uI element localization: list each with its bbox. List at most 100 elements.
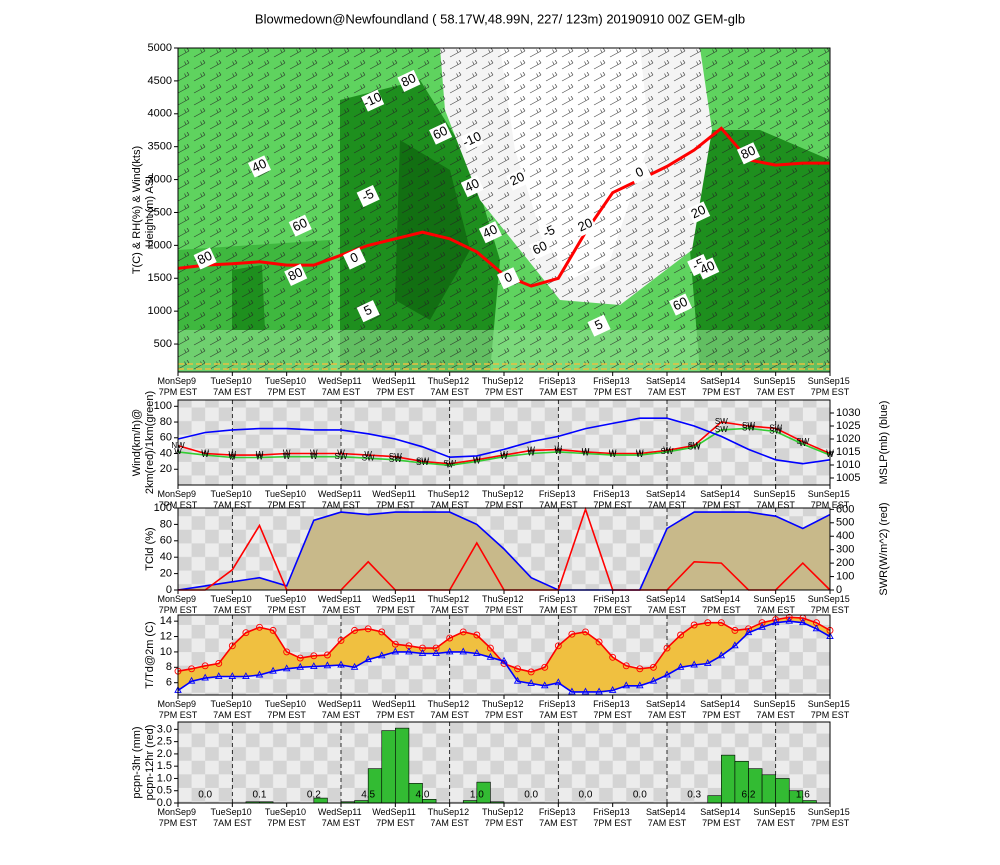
line <box>177 417 831 465</box>
point <box>337 660 345 668</box>
contour-label-box <box>587 314 611 337</box>
direction-label: W <box>500 452 508 461</box>
x-tick-label: SatSep14 7PM EST <box>700 489 742 510</box>
y-tick-label: 40 <box>160 447 172 459</box>
contour-label-box <box>573 214 598 237</box>
point <box>622 681 631 689</box>
point <box>568 687 576 695</box>
x-tick-label: WedSep11 7AM EST <box>318 489 364 510</box>
x-tick-label: SunSep15 7AM EST <box>753 376 798 397</box>
y-tick-label: 20 <box>160 463 172 475</box>
line <box>177 511 831 591</box>
y-tick-label: 2000 <box>148 239 172 251</box>
direction-label: SW <box>443 459 456 468</box>
x-tick-label: TueSep10 7PM EST <box>265 807 309 828</box>
y-tick-label: 3500 <box>148 141 172 153</box>
x-tick-label: SunSep15 7AM EST <box>753 699 798 720</box>
point <box>541 663 549 671</box>
contour-label: 20 <box>575 215 594 235</box>
direction-label: SW <box>742 423 755 432</box>
x-tick-label: WedSep11 7AM EST <box>318 594 364 615</box>
plot-background <box>178 400 830 485</box>
pcpn-12hr-label: 0.0 <box>524 790 538 801</box>
point <box>214 672 223 679</box>
x-tick-label: SunSep15 7PM EST <box>808 594 853 615</box>
y-tick-label: 12 <box>160 630 172 642</box>
direction-label: SW <box>688 441 701 450</box>
x-tick-label: ThuSep12 7AM EST <box>428 699 472 720</box>
point <box>717 651 726 659</box>
line <box>177 427 831 467</box>
y-tick-label: 60 <box>160 432 172 444</box>
direction-label: W <box>555 445 563 454</box>
y-axis-label: Wind(km/h)@ <box>131 409 143 476</box>
x-tick-label: MonSep9 7PM EST <box>157 376 198 397</box>
direction-label: SW <box>335 452 348 461</box>
x-tick-label: WedSep11 7PM EST <box>372 699 418 720</box>
x-tick-label: MonSep9 7PM EST <box>157 699 198 720</box>
point <box>350 662 359 670</box>
y-tick-label: 4000 <box>148 108 172 120</box>
y-tick-label: 5000 <box>148 42 172 54</box>
y2-tick-label: 1030 <box>836 407 860 419</box>
y-tick-label: 1.0 <box>157 772 172 784</box>
contour-label-box <box>506 168 530 191</box>
contour-label-box <box>356 300 380 323</box>
y2-tick-label: 1020 <box>836 433 860 445</box>
contour-label: 20 <box>507 169 526 189</box>
direction-label: SW <box>796 437 809 446</box>
point <box>296 662 305 670</box>
y-tick-label: 6 <box>166 677 172 689</box>
x-tick-label: ThuSep12 7AM EST <box>428 807 472 828</box>
plot-frame <box>177 399 831 486</box>
point <box>527 668 535 676</box>
plot-frame <box>177 47 831 373</box>
point <box>364 625 372 633</box>
x-tick-label: SunSep15 7PM EST <box>808 807 853 828</box>
x-tick-label: WedSep11 7AM EST <box>318 376 364 397</box>
point <box>228 642 236 650</box>
x-tick-label: SunSep15 7AM EST <box>753 807 798 828</box>
contour-label: -10 <box>361 89 384 111</box>
direction-label: SW <box>661 447 674 456</box>
pcpn-12hr-label: 0.0 <box>633 790 647 801</box>
x-tick-label: SatSep14 7AM EST <box>646 489 688 510</box>
direction-label: W <box>310 449 318 458</box>
x-tick-label: SunSep15 7PM EST <box>808 699 853 720</box>
x-tick-label: SatSep14 7AM EST <box>646 376 688 397</box>
point <box>187 676 196 684</box>
y-tick-label: 3.0 <box>157 723 172 735</box>
y2-tick-label: 1005 <box>836 472 860 484</box>
y2-tick-label: 400 <box>836 530 854 542</box>
y-tick-label: 4500 <box>148 75 172 87</box>
point <box>486 652 495 660</box>
plot-frame <box>177 614 831 696</box>
bar <box>395 727 410 804</box>
x-tick-label: TueSep10 7PM EST <box>265 594 309 615</box>
x-tick-label: WedSep11 7PM EST <box>372 807 418 828</box>
point <box>799 618 807 626</box>
x-tick-label: FriSep13 7PM EST <box>593 807 632 828</box>
contour-label: 80 <box>399 70 418 90</box>
point <box>663 644 671 652</box>
point <box>486 644 494 652</box>
point <box>785 613 793 621</box>
direction-label: W <box>799 439 807 448</box>
point <box>282 664 291 672</box>
x-tick-label: TueSep10 7AM EST <box>210 594 254 615</box>
direction-label: W <box>663 445 671 454</box>
point <box>446 634 454 642</box>
cross-section-background <box>178 48 830 372</box>
bar <box>707 795 722 804</box>
direction-label: W <box>201 449 209 458</box>
contour-label-box <box>460 175 484 198</box>
point <box>269 626 277 634</box>
direction-label: W <box>582 447 590 456</box>
pcpn-12hr-label: 0.1 <box>253 790 267 801</box>
point <box>649 676 658 684</box>
contour-label: 60 <box>430 123 449 143</box>
direction-label: SW <box>362 453 375 462</box>
point <box>568 630 576 638</box>
direction-label: W <box>364 450 372 459</box>
y-axis-label: T/Td@2m (C) <box>144 621 156 688</box>
